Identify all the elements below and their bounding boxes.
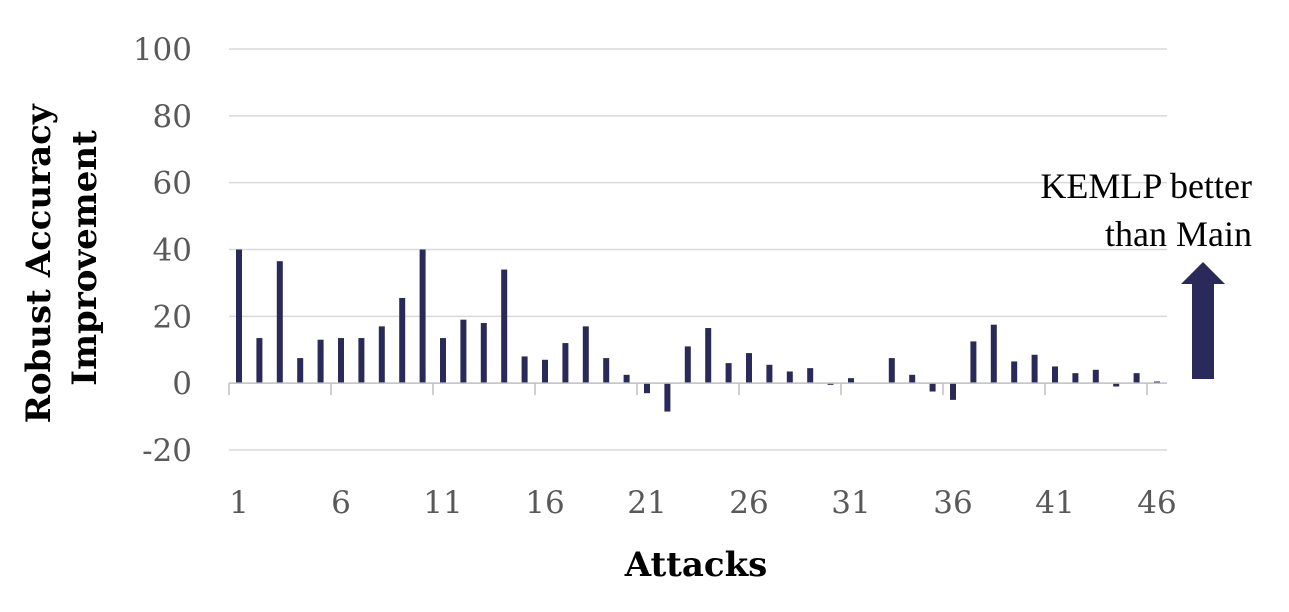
x-tick-labels: 1 6 11 16 21 26 31 36 41 46 (229, 485, 1177, 521)
x-axis-title: Attacks (624, 545, 768, 585)
x-tick-label: 11 (423, 485, 462, 521)
bar (664, 383, 671, 412)
bar (582, 326, 589, 384)
bar (990, 324, 997, 384)
y-tick-label: 80 (153, 99, 192, 135)
y-axis-title-line: Robust Accuracy (19, 103, 59, 423)
y-tick-label: 40 (153, 233, 192, 269)
bar (1052, 366, 1058, 384)
y-tick-label: -20 (142, 433, 192, 469)
up-arrow-icon (1181, 262, 1225, 379)
bar (399, 297, 406, 384)
bar (623, 374, 630, 384)
bar (1072, 373, 1079, 384)
bar (419, 249, 426, 384)
annotation: KEMLP better than Main (1040, 166, 1252, 379)
y-tick-labels: 100 80 60 40 20 0 -20 (133, 32, 192, 469)
x-tick-label: 16 (525, 485, 564, 521)
annotation-line-1: KEMLP better (1040, 166, 1252, 206)
bar (460, 319, 467, 384)
y-tick-label: 0 (172, 366, 192, 402)
bar (970, 341, 977, 384)
bar (480, 323, 487, 384)
bar (297, 358, 304, 384)
bar (705, 328, 712, 384)
bar (684, 346, 691, 384)
bars (236, 249, 1160, 412)
bar (358, 338, 365, 384)
bar (236, 249, 242, 384)
bar (1031, 354, 1038, 384)
bar (542, 359, 548, 384)
bar (888, 358, 895, 384)
y-tick-label: 100 (133, 32, 192, 68)
bar (378, 326, 385, 384)
x-tick-label: 36 (933, 485, 972, 521)
x-tick-label: 46 (1137, 485, 1176, 521)
bar (317, 339, 324, 384)
bar (603, 358, 610, 384)
bar (644, 383, 650, 394)
bar (1154, 381, 1160, 384)
x-tick-label: 31 (831, 485, 870, 521)
y-axis-title-line: Improvement (65, 130, 105, 386)
bar (1133, 373, 1140, 384)
gridlines (229, 48, 1167, 451)
bar (1011, 361, 1018, 384)
bar (276, 261, 283, 384)
bar (521, 356, 528, 384)
x-tick-label: 21 (627, 485, 666, 521)
bar (827, 383, 834, 385)
x-axis (228, 382, 1167, 396)
bar (440, 338, 446, 384)
bar (807, 368, 814, 384)
bar (256, 338, 263, 384)
bar (929, 383, 936, 392)
y-axis-title: Robust Accuracy Improvement (19, 93, 105, 424)
x-tick-label: 26 (729, 485, 768, 521)
bar (1092, 369, 1099, 384)
x-tick-label: 6 (331, 485, 351, 521)
bar (725, 363, 732, 384)
x-tick-label: 1 (229, 485, 249, 521)
bar (338, 338, 344, 384)
bar (766, 364, 773, 384)
bar (909, 374, 916, 384)
bar (1113, 383, 1120, 387)
bar (501, 269, 508, 384)
y-tick-label: 60 (153, 166, 192, 202)
bar (786, 371, 793, 384)
bar (950, 383, 956, 400)
annotation-line-2: than Main (1105, 214, 1252, 254)
x-tick-label: 41 (1035, 485, 1074, 521)
y-tick-label: 20 (153, 299, 192, 335)
bar (562, 343, 569, 384)
bar (848, 378, 854, 384)
bar (746, 353, 752, 384)
